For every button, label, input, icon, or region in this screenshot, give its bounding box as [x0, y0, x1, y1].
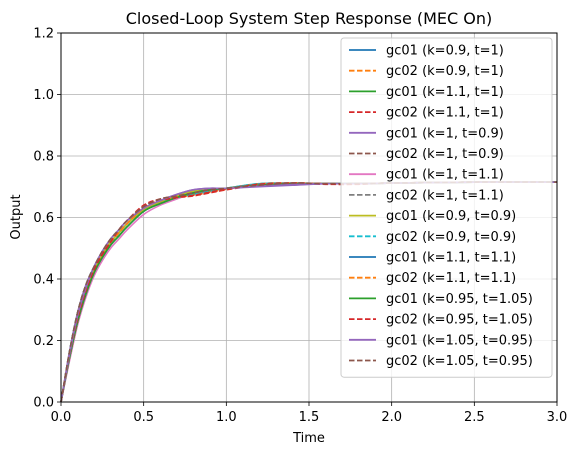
legend-entry-label: gc01 (k=0.95, t=1.05) — [386, 292, 533, 307]
x-tick-label: 1.0 — [216, 410, 237, 425]
chart-title: Closed-Loop System Step Response (MEC On… — [126, 9, 493, 28]
x-tick-label: 2.0 — [381, 410, 402, 425]
legend-entry-label: gc01 (k=1, t=1.1) — [386, 168, 504, 183]
y-tick-label: 0.0 — [33, 396, 54, 411]
legend-entry-label: gc01 (k=1.05, t=0.95) — [386, 333, 533, 348]
legend-entry-label: gc02 (k=1.1, t=1) — [386, 106, 504, 121]
x-tick-label: 2.5 — [464, 410, 485, 425]
legend-entry-label: gc02 (k=0.95, t=1.05) — [386, 313, 533, 328]
legend-entry-label: gc02 (k=1, t=1.1) — [386, 188, 504, 203]
legend: gc01 (k=0.9, t=1) gc02 (k=0.9, t=1) gc01 (… — [340, 37, 553, 378]
y-tick-label: 0.4 — [33, 273, 54, 288]
y-tick-label: 0.8 — [33, 150, 54, 165]
legend-entry-label: gc02 (k=0.9, t=1) — [386, 64, 504, 79]
x-tick-label: 0.5 — [133, 410, 154, 425]
x-axis-label: Time — [292, 431, 325, 446]
legend-entry-label: gc02 (k=0.9, t=0.9) — [386, 230, 516, 245]
y-tick-label: 1.0 — [33, 88, 54, 103]
y-axis-label: Output — [9, 194, 24, 239]
legend-entry-label: gc01 (k=1, t=0.9) — [386, 126, 504, 141]
series-layer — [60, 181, 558, 403]
y-tick-label: 0.6 — [33, 211, 54, 226]
legend-entry-label: gc01 (k=0.9, t=1) — [386, 44, 504, 59]
y-tick-label: 0.2 — [33, 334, 54, 349]
legend-entry-label: gc02 (k=1, t=0.9) — [386, 147, 504, 162]
legend-entry-label: gc01 (k=0.9, t=0.9) — [386, 209, 516, 224]
legend-box — [340, 37, 553, 378]
x-tick-label: 1.5 — [299, 410, 320, 425]
tick-layer: 0.0 0.5 1.0 1.5 2.0 2.5 3.0 0.0 0.2 0.4 0.6 0.8 1.0 1… — [33, 27, 567, 426]
y-tick-label: 1.2 — [33, 27, 54, 42]
legend-entry-label: gc02 (k=1.05, t=0.95) — [386, 354, 533, 369]
legend-entry-label: gc01 (k=1.1, t=1) — [386, 85, 504, 100]
legend-entry-label: gc02 (k=1.1, t=1.1) — [386, 271, 516, 286]
legend-entry-label: gc01 (k=1.1, t=1.1) — [386, 251, 516, 266]
x-tick-label: 3.0 — [547, 410, 568, 425]
x-tick-label: 0.0 — [51, 410, 72, 425]
